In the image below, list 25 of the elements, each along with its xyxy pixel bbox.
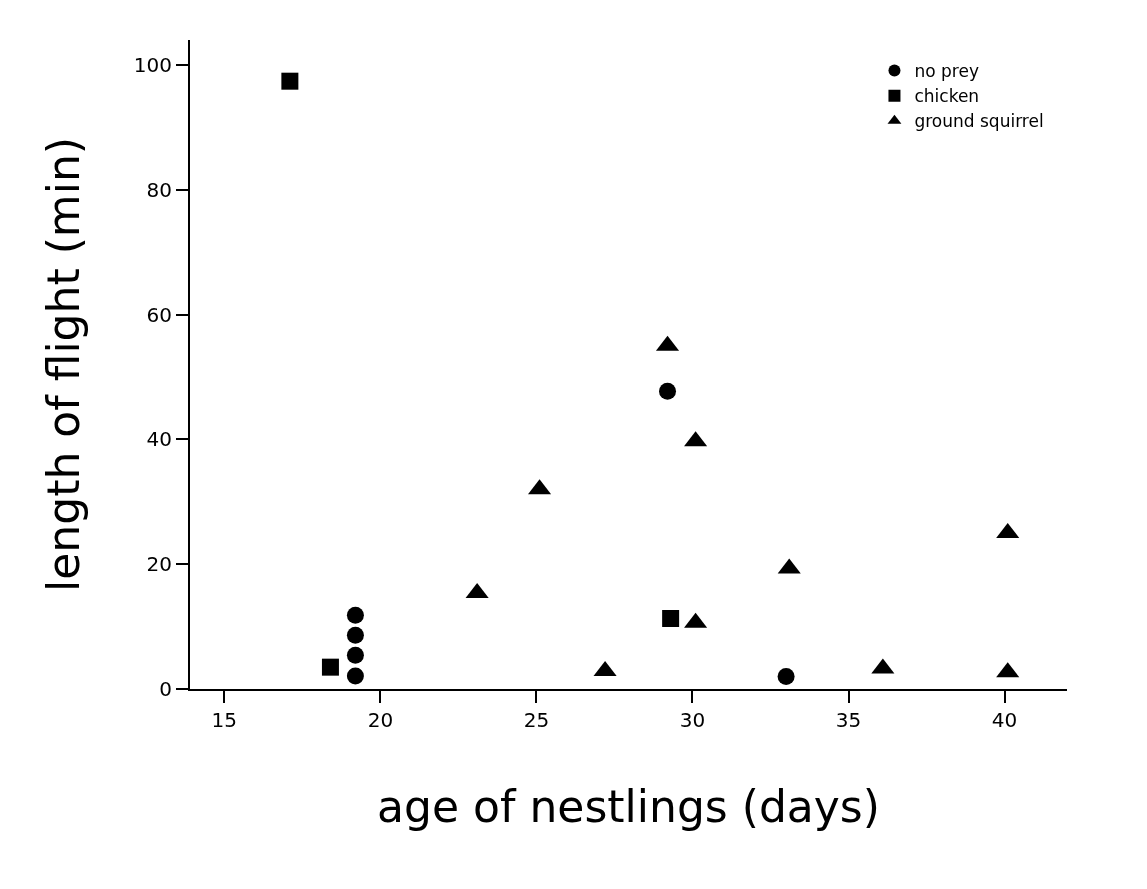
- x-tick-label: 35: [835, 708, 862, 732]
- point: [662, 609, 680, 627]
- x-axis-title: age of nestlings (days): [377, 780, 880, 832]
- point: [346, 646, 364, 664]
- x-tick-label: 30: [679, 708, 706, 732]
- y-tick-label: 40: [146, 427, 172, 452]
- x-tick-label: 40: [991, 708, 1018, 732]
- legend-label: chicken: [914, 86, 980, 107]
- y-tick-label: 80: [146, 177, 172, 202]
- point: [346, 667, 364, 685]
- point: [321, 658, 339, 676]
- point: [346, 626, 364, 644]
- y-tick-label: 0: [159, 677, 172, 701]
- y-axis-title: length of flight (min): [38, 137, 90, 592]
- y-tick-label: 100: [133, 52, 172, 77]
- x-tick-label: 20: [367, 708, 394, 732]
- legend-label: no prey: [914, 61, 979, 82]
- y-tick-label: 60: [146, 302, 172, 327]
- legend-label: ground squirrel: [914, 111, 1044, 132]
- y-tick-label: 20: [146, 552, 172, 577]
- point: [659, 382, 677, 400]
- x-tick-label: 15: [211, 708, 238, 732]
- point: [346, 606, 364, 624]
- point: [281, 72, 299, 90]
- x-tick-label: 25: [523, 708, 550, 732]
